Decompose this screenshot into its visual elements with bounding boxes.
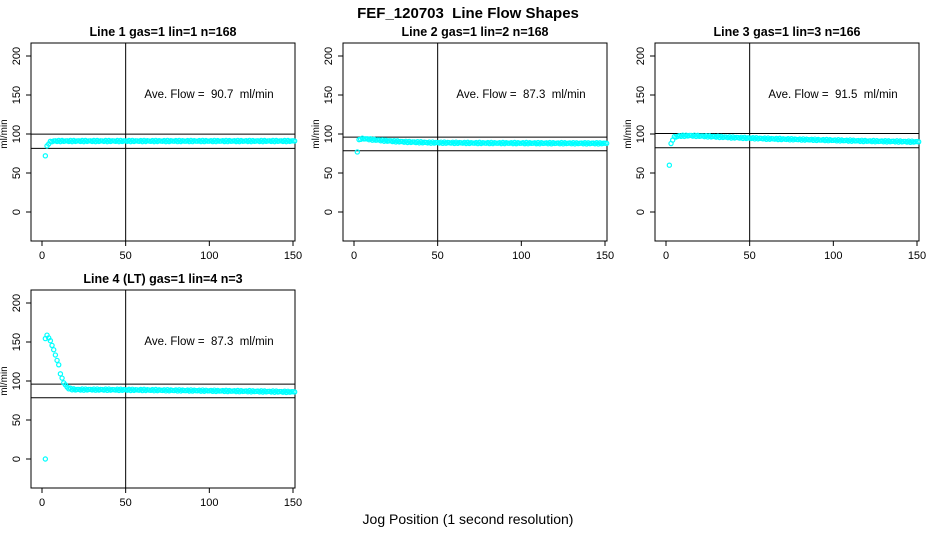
subplot-title: Line 1 gas=1 lin=1 n=168: [90, 25, 237, 39]
data-point-marker: [42, 153, 49, 159]
ave-flow-annotation: Ave. Flow = 91.5 ml/min: [768, 89, 897, 101]
x-tick-label: 0: [351, 250, 357, 262]
y-tick-label: 200: [11, 294, 23, 312]
x-tick-label: 150: [284, 497, 302, 509]
y-tick-label: 150: [323, 86, 335, 104]
y-tick-label: 0: [635, 209, 647, 215]
data-point-marker: [52, 352, 59, 358]
data-point-marker: [57, 371, 64, 377]
y-tick-label: 100: [323, 125, 335, 143]
data-point-marker: [291, 389, 298, 395]
x-tick-label: 150: [284, 250, 302, 262]
y-axis-label: ml/min: [311, 119, 322, 148]
x-tick-label: 50: [432, 250, 444, 262]
data-point-marker: [47, 338, 54, 344]
x-axis-caption: Jog Position (1 second resolution): [362, 511, 574, 527]
y-tick-label: 0: [323, 209, 335, 215]
data-point-marker: [56, 362, 62, 368]
y-tick-label: 200: [323, 47, 335, 65]
y-tick-label: 150: [11, 333, 23, 351]
y-tick-label: 100: [11, 372, 23, 390]
x-tick-label: 0: [39, 497, 45, 509]
x-tick-label: 0: [39, 250, 45, 262]
y-tick-label: 200: [635, 47, 647, 65]
x-tick-label: 100: [824, 250, 842, 262]
x-tick-label: 0: [663, 250, 669, 262]
data-point-marker: [59, 375, 65, 381]
y-tick-label: 50: [635, 167, 647, 179]
y-tick-label: 0: [11, 209, 23, 215]
x-tick-label: 100: [512, 250, 530, 262]
data-point-marker: [666, 162, 673, 168]
y-axis-label: ml/min: [0, 366, 10, 395]
x-tick-label: 100: [200, 497, 218, 509]
subplot-line-4: Line 4 (LT) gas=1 lin=4 n=3 0 50 100 150 0 50 1…: [0, 272, 302, 509]
data-points: [42, 137, 298, 159]
subplot-title: Line 2 gas=1 lin=2 n=168: [402, 25, 549, 39]
data-point-marker: [54, 357, 60, 364]
data-points: [666, 132, 922, 168]
data-point-marker: [51, 347, 57, 353]
subplot-line-1: Line 1 gas=1 lin=1 n=168 0 50 100 150 0 50 100 1…: [0, 25, 302, 262]
y-tick-label: 0: [11, 456, 23, 462]
figure-title: FEF_120703 Line Flow Shapes: [357, 5, 579, 22]
data-points: [42, 332, 298, 462]
subplot-title: Line 4 (LT) gas=1 lin=4 n=3: [83, 272, 242, 286]
subplot-line-2: Line 2 gas=1 lin=2 n=168 0 50 100 150 0 50 100 1…: [311, 25, 614, 262]
data-point-marker: [291, 138, 298, 144]
subplot-line-3: Line 3 gas=1 lin=3 n=166 0 50 100 150 0 50 100 1…: [623, 25, 926, 262]
axes-box: [30, 289, 296, 489]
data-point-marker: [915, 139, 922, 145]
x-tick-label: 150: [908, 250, 926, 262]
x-tick-label: 100: [200, 250, 218, 262]
x-tick-label: 50: [744, 250, 756, 262]
y-tick-label: 150: [635, 86, 647, 104]
data-points: [354, 135, 610, 155]
y-tick-label: 50: [323, 167, 335, 179]
y-tick-label: 150: [11, 86, 23, 104]
data-point-marker: [42, 456, 49, 462]
x-tick-label: 50: [120, 250, 132, 262]
x-tick-label: 150: [596, 250, 614, 262]
data-point-marker: [354, 149, 361, 155]
y-tick-label: 50: [11, 167, 23, 179]
y-axis-label: ml/min: [623, 119, 634, 148]
data-point-marker: [49, 342, 55, 349]
y-tick-label: 100: [635, 125, 647, 143]
y-axis-label: ml/min: [0, 119, 10, 148]
ave-flow-annotation: Ave. Flow = 87.3 ml/min: [456, 89, 585, 101]
y-tick-label: 50: [11, 414, 23, 426]
x-tick-label: 50: [120, 497, 132, 509]
subplot-title: Line 3 gas=1 lin=3 n=166: [714, 25, 861, 39]
y-tick-label: 200: [11, 47, 23, 65]
y-tick-label: 100: [11, 125, 23, 143]
data-point-marker: [603, 140, 610, 147]
ave-flow-annotation: Ave. Flow = 87.3 ml/min: [144, 336, 273, 348]
ave-flow-annotation: Ave. Flow = 90.7 ml/min: [144, 89, 273, 101]
